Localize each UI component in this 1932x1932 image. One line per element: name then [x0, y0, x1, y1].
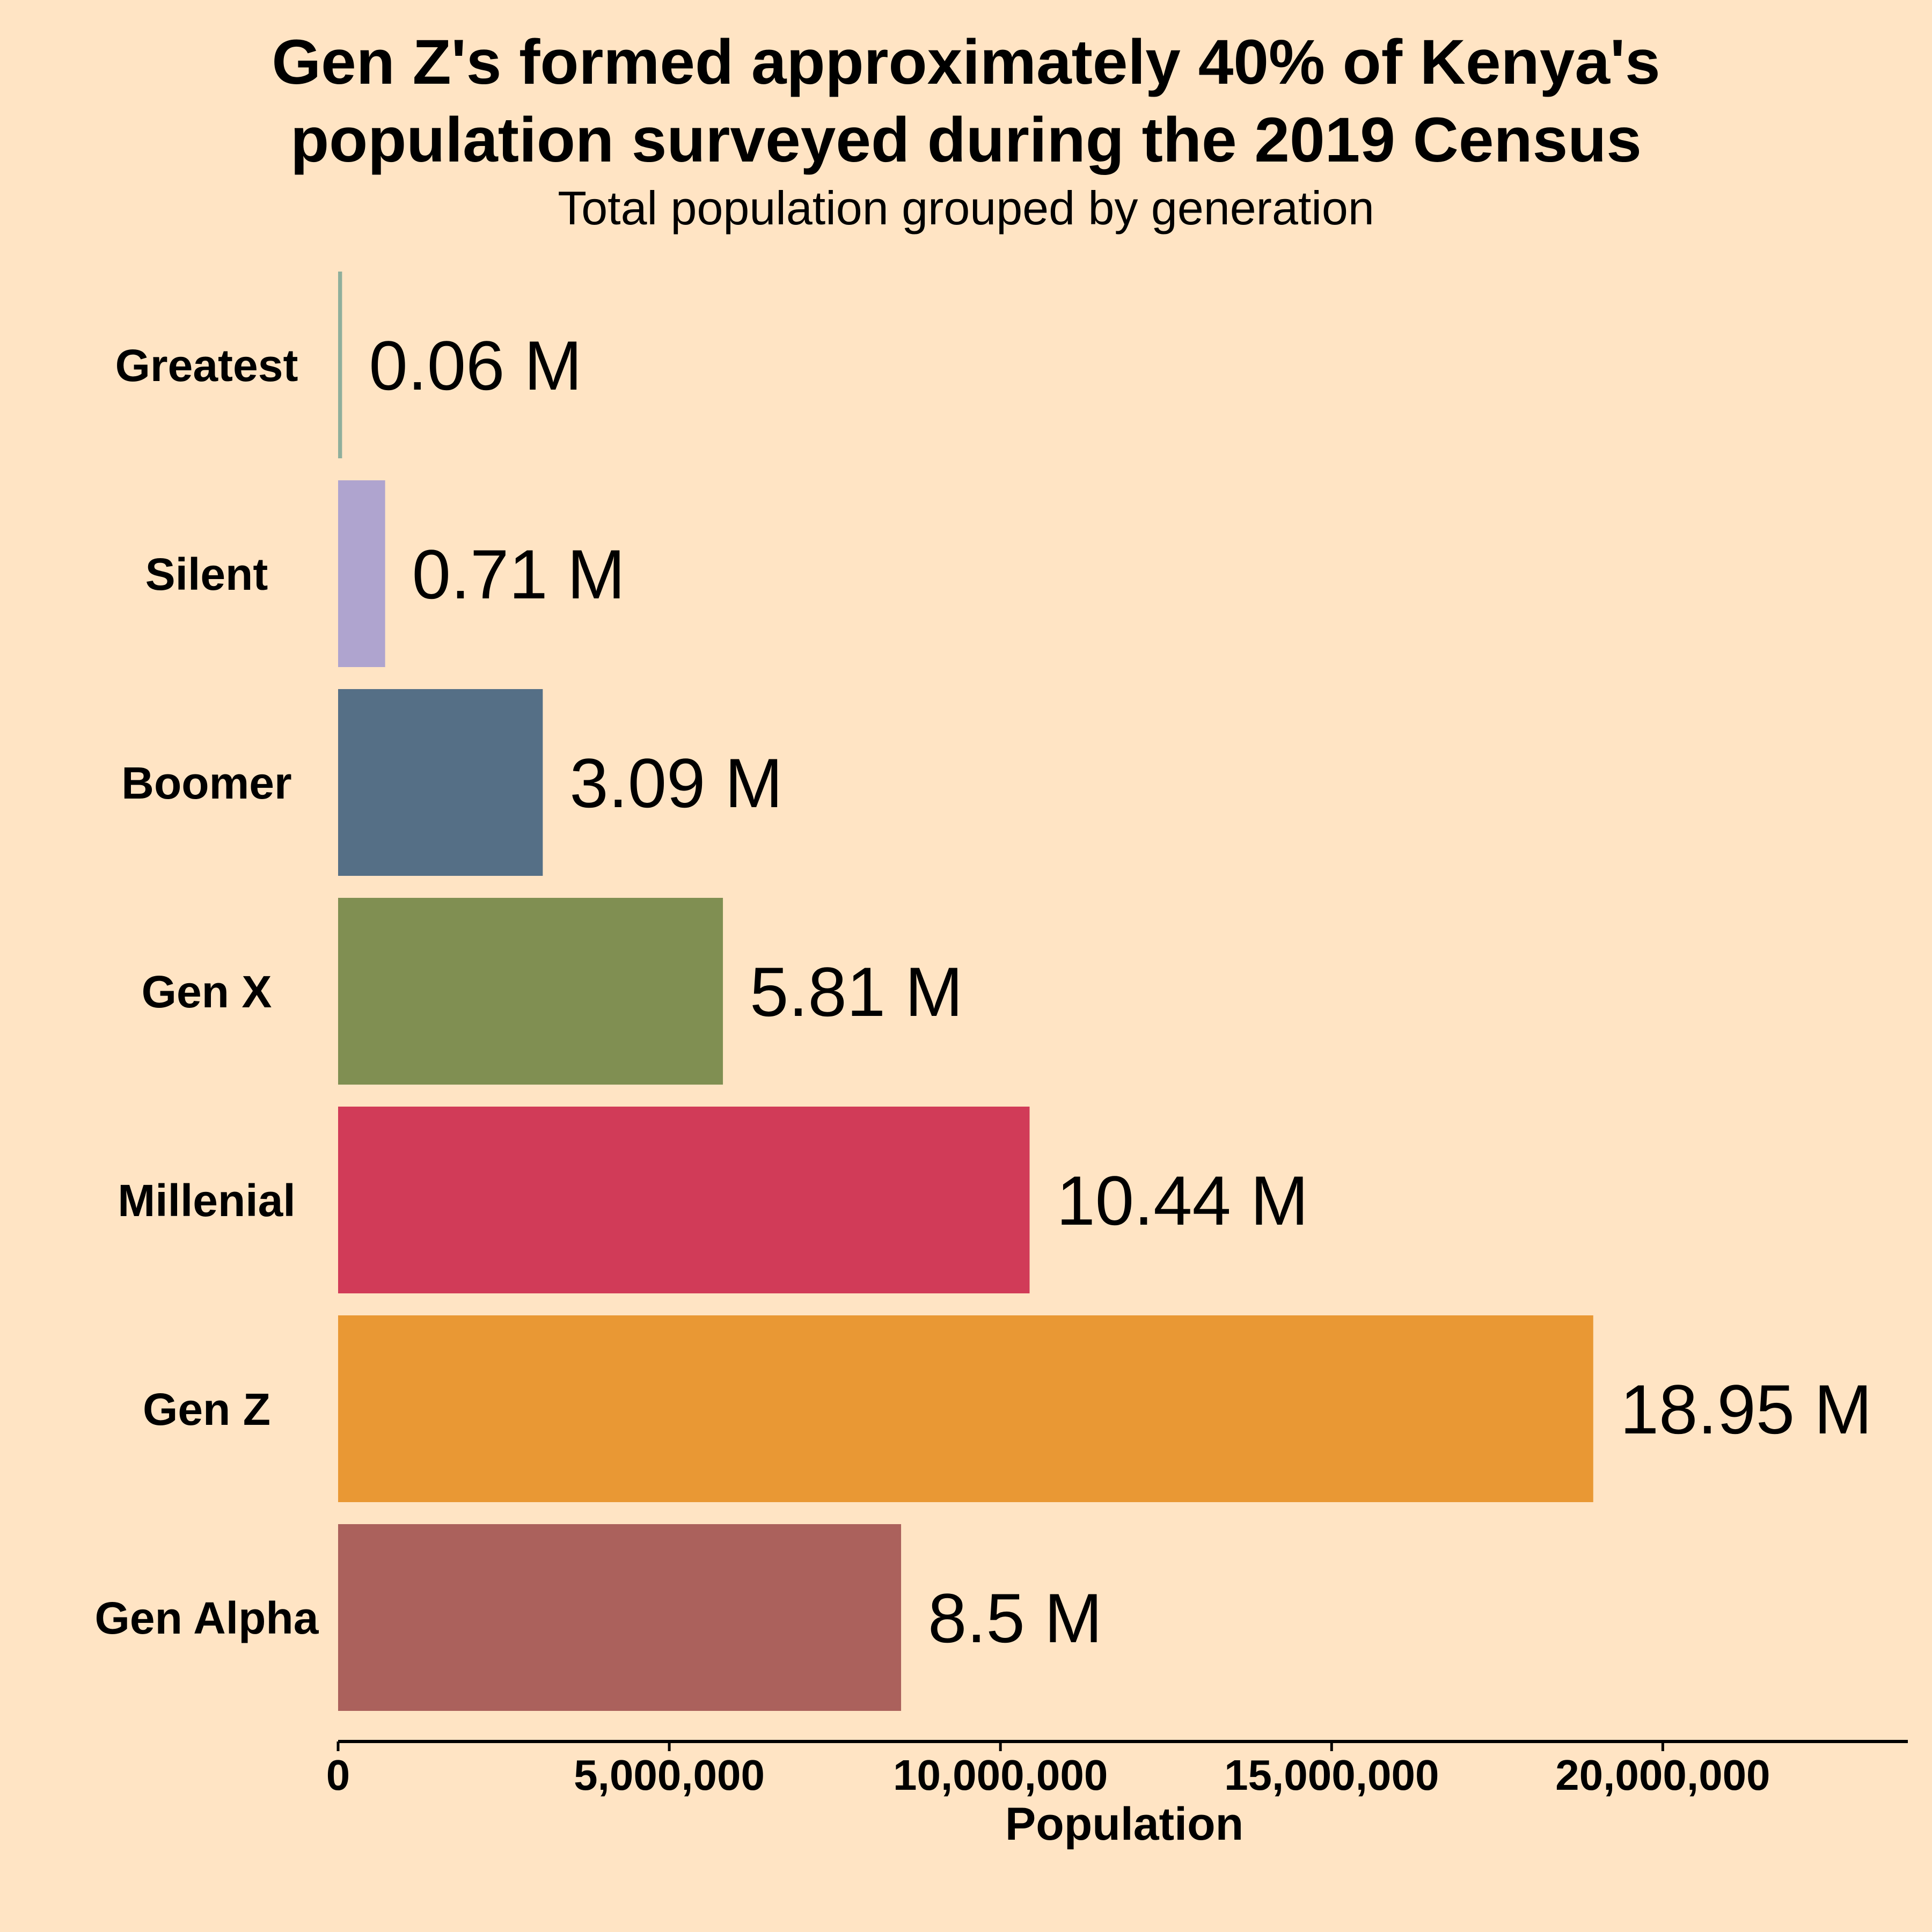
bars-layer: Greatest 0.06 M Silent 0.71 M Boomer 3.09 M Ge… [95, 272, 1872, 1711]
category-label: Gen Alpha [95, 1593, 319, 1643]
x-axis: 0 5,000,000 10,000,000 15,000,000 20,000,000 [326, 1740, 1908, 1799]
bar-silent [338, 480, 385, 667]
bar-millenial [338, 1107, 1030, 1293]
chart-title-line-2: population surveyed during the 2019 Cens… [290, 105, 1642, 175]
value-label: 18.95 M [1620, 1370, 1872, 1448]
x-tick-label: 20,000,000 [1555, 1751, 1770, 1799]
bar-gen-x [338, 898, 723, 1085]
x-tick-label: 15,000,000 [1224, 1751, 1439, 1799]
category-label: Gen Z [143, 1384, 270, 1435]
category-label: Millenial [118, 1175, 295, 1226]
category-label: Gen X [142, 967, 272, 1017]
x-tick-label: 10,000,000 [893, 1751, 1108, 1799]
bar-greatest [338, 272, 342, 458]
value-label: 3.09 M [569, 744, 782, 822]
value-label: 8.5 M [928, 1579, 1102, 1657]
category-label: Greatest [115, 340, 298, 391]
chart-subtitle: Total population grouped by generation [558, 181, 1374, 235]
category-label: Silent [145, 549, 268, 599]
category-label: Boomer [121, 758, 291, 808]
value-label: 5.81 M [750, 953, 963, 1031]
bar-gen-z [338, 1315, 1593, 1502]
chart-title-line-1: Gen Z's formed approximately 40% of Keny… [272, 27, 1660, 98]
value-label: 0.06 M [369, 326, 582, 405]
bar-gen-alpha [338, 1524, 902, 1711]
value-label: 0.71 M [412, 535, 625, 613]
x-tick-label: 5,000,000 [574, 1751, 765, 1799]
x-tick-label: 0 [326, 1751, 350, 1799]
bar-boomer [338, 689, 543, 876]
value-label: 10.44 M [1056, 1161, 1308, 1240]
x-axis-title: Population [1005, 1798, 1243, 1850]
